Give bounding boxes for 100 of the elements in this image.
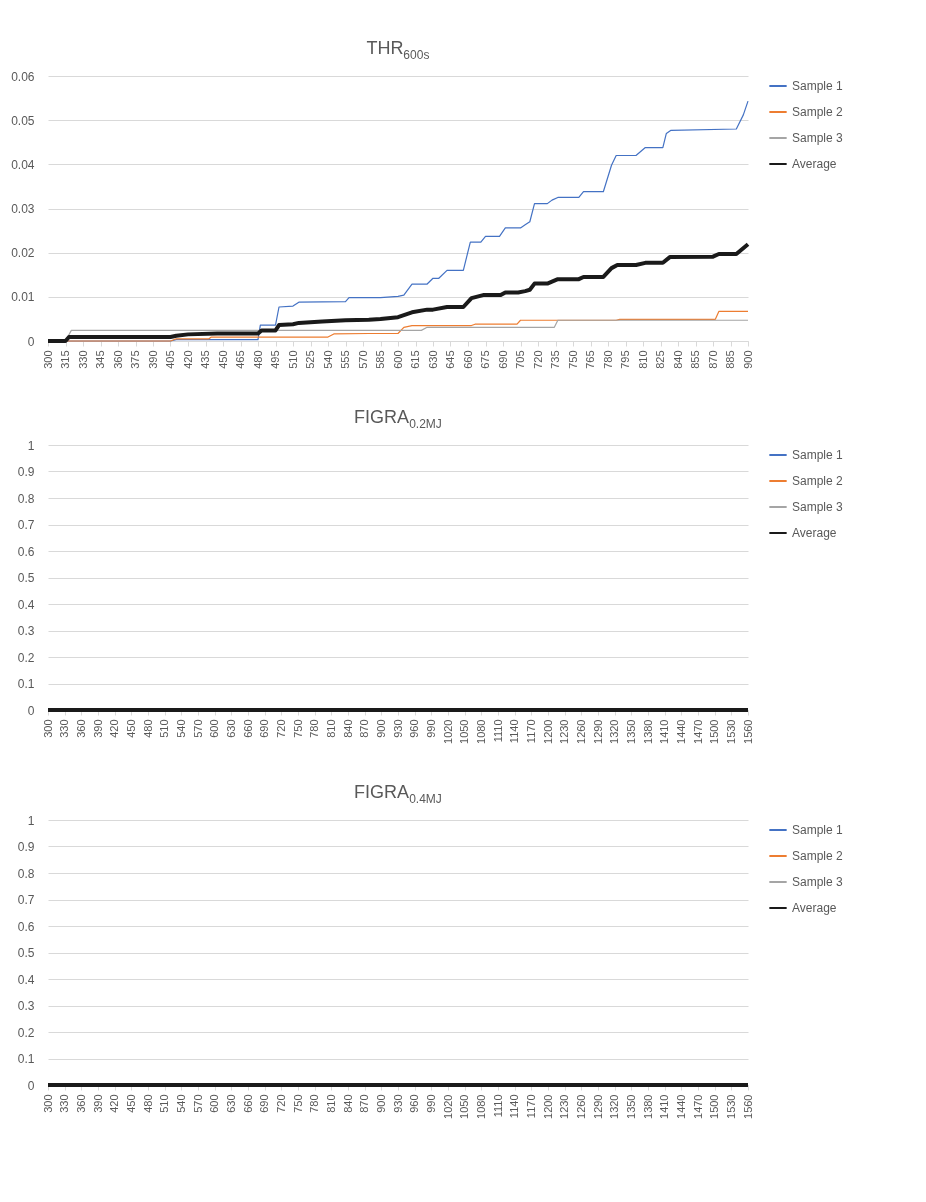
x-tick-label: 990 xyxy=(424,719,437,738)
line-series xyxy=(46,242,750,343)
x-tick-label: 750 xyxy=(566,350,579,369)
x-tick-label: 1260 xyxy=(574,719,587,744)
y-tick-label: 0 xyxy=(27,703,35,718)
x-tick-label: 840 xyxy=(341,719,354,738)
x-tick-label: 510 xyxy=(286,350,299,369)
x-tick-label: 630 xyxy=(426,350,439,369)
x-tick-label: 660 xyxy=(241,719,254,738)
y-tick-label: 0.04 xyxy=(11,157,35,172)
x-tick-label: 600 xyxy=(208,1094,221,1113)
y-tick-label: 0.9 xyxy=(17,840,35,854)
x-tick-label: 720 xyxy=(531,350,544,369)
y-tick-label: 0.8 xyxy=(17,491,35,506)
y-tick-label: 0.1 xyxy=(17,1052,35,1066)
x-tick-label: 810 xyxy=(636,350,649,369)
x-tick-label: 1050 xyxy=(458,1094,471,1119)
x-tick-label: 465 xyxy=(234,350,246,369)
x-tick-label: 510 xyxy=(158,719,171,738)
x-tick-label: 660 xyxy=(241,1094,254,1113)
x-tick-label: 540 xyxy=(174,1094,187,1113)
y-tick-label: 0.3 xyxy=(17,624,35,638)
x-tick-label: 840 xyxy=(671,350,684,369)
x-tick-label: 1110 xyxy=(491,719,504,743)
x-tick-label: 600 xyxy=(208,719,221,738)
x-tick-label: 660 xyxy=(461,350,474,369)
x-tick-label: 1260 xyxy=(574,1094,587,1119)
x-tick-label: 570 xyxy=(191,719,204,738)
y-tick-label: 0.8 xyxy=(17,866,35,881)
x-tick-label: 1530 xyxy=(724,1094,737,1119)
x-tick-label: 1290 xyxy=(591,719,604,744)
y-tick-label: 0.7 xyxy=(17,893,35,907)
x-tick-label: 1380 xyxy=(641,719,654,744)
x-tick-label: 1320 xyxy=(608,1094,621,1119)
x-tick-label: 1320 xyxy=(608,719,621,744)
x-tick-label: 990 xyxy=(424,1094,437,1113)
x-tick-label: 885 xyxy=(724,350,736,369)
x-tick-label: 1020 xyxy=(441,719,454,744)
x-tick-label: 1080 xyxy=(474,719,487,744)
x-tick-label: 1110 xyxy=(491,1094,504,1118)
x-tick-label: 780 xyxy=(601,350,614,369)
y-tick-label: 1 xyxy=(27,813,35,828)
x-tick-label: 1230 xyxy=(558,1094,571,1119)
x-tick-label: 1560 xyxy=(741,719,754,744)
x-tick-label: 480 xyxy=(251,350,264,369)
x-tick-label: 360 xyxy=(111,350,124,369)
x-tick-label: 600 xyxy=(391,350,404,369)
y-tick-label: 0 xyxy=(27,334,35,349)
x-tick-label: 750 xyxy=(291,719,304,738)
x-tick-label: 300 xyxy=(41,1094,54,1113)
x-tick-label: 330 xyxy=(58,1094,71,1113)
y-tick-label: 0.02 xyxy=(11,246,35,261)
x-tick-label: 1410 xyxy=(658,719,671,744)
y-tick-label: 0.05 xyxy=(11,113,35,128)
x-tick-label: 1470 xyxy=(691,719,704,744)
x-tick-label: 360 xyxy=(74,719,87,738)
x-tick-label: 1080 xyxy=(474,1094,487,1119)
x-tick-label: 450 xyxy=(216,350,229,369)
legend-label: Sample 1 xyxy=(792,79,844,93)
x-tick-label: 735 xyxy=(549,350,561,369)
legend-label: Sample 2 xyxy=(792,474,844,488)
x-tick-label: 795 xyxy=(619,350,631,369)
x-tick-label: 585 xyxy=(374,350,386,369)
x-tick-label: 510 xyxy=(158,1094,171,1113)
y-tick-label: 0.7 xyxy=(17,518,35,532)
x-tick-label: 780 xyxy=(308,1094,321,1113)
y-tick-label: 0.01 xyxy=(11,290,35,305)
x-tick-label: 870 xyxy=(358,719,371,738)
x-tick-label: 555 xyxy=(339,350,351,369)
x-tick-label: 495 xyxy=(269,350,281,369)
y-tick-label: 0.03 xyxy=(11,202,35,216)
x-tick-label: 360 xyxy=(74,1094,87,1113)
x-tick-label: 1470 xyxy=(691,1094,704,1119)
x-tick-label: 480 xyxy=(141,719,154,738)
x-tick-label: 720 xyxy=(274,1094,287,1113)
x-tick-label: 900 xyxy=(374,719,387,738)
legend-label: Average xyxy=(792,526,837,540)
x-tick-label: 690 xyxy=(258,1094,271,1113)
legend-label: Sample 2 xyxy=(792,105,844,119)
x-tick-label: 825 xyxy=(654,350,666,369)
y-tick-label: 0.2 xyxy=(17,1025,35,1040)
x-tick-label: 750 xyxy=(291,1094,304,1113)
x-tick-label: 435 xyxy=(199,350,211,369)
x-tick-label: 1050 xyxy=(458,719,471,744)
x-tick-label: 1350 xyxy=(624,1094,637,1119)
x-tick-label: 855 xyxy=(689,350,701,369)
x-tick-label: 570 xyxy=(356,350,369,369)
legend-label: Average xyxy=(792,157,837,171)
x-tick-label: 630 xyxy=(224,1094,237,1113)
legend-label: Sample 2 xyxy=(792,849,844,863)
x-tick-label: 900 xyxy=(741,350,754,369)
x-tick-label: 540 xyxy=(174,719,187,738)
y-tick-label: 0.2 xyxy=(17,650,35,665)
x-tick-label: 930 xyxy=(391,719,404,738)
x-tick-label: 690 xyxy=(496,350,509,369)
legend-label: Average xyxy=(792,901,837,915)
x-tick-label: 420 xyxy=(108,719,121,738)
x-tick-label: 960 xyxy=(408,719,421,738)
y-tick-label: 0 xyxy=(27,1078,35,1093)
x-tick-label: 1170 xyxy=(524,1094,537,1119)
